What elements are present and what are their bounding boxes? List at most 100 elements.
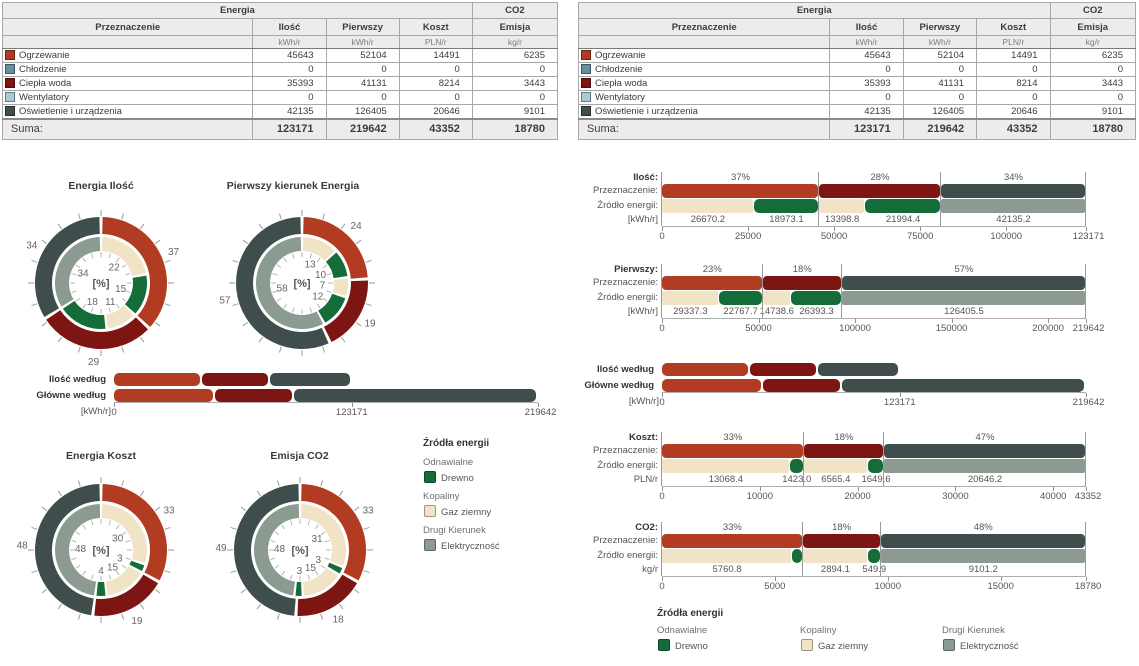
zrodlo-value-label: 20646.2: [967, 474, 1003, 485]
legend-category-drugi-kierunek: Drugi Kierunek: [423, 525, 486, 536]
chart-name-label: Ilość:: [633, 172, 658, 183]
zrodlo-segment: [865, 199, 940, 213]
value-cell: 35393: [252, 76, 327, 91]
inner-tick: [71, 557, 77, 561]
inner-tick: [121, 564, 127, 569]
axis-label: 219642: [1072, 397, 1105, 408]
stacked-chart-ilosc: Ilość: 37% 28% 34% Przeznaczenie: Źródło ener…: [580, 172, 1104, 242]
bar-segment: [202, 373, 269, 386]
axis-label: 43352: [1074, 491, 1102, 502]
table-row: Wentylatory 0 0 0 0: [577, 90, 1136, 105]
inner-tick: [326, 290, 332, 294]
axis-unit-label: [kWh/r]: [80, 406, 111, 417]
zrodlo-value-label: 22767.7: [723, 306, 758, 317]
legend-category-odnawialne: Odnawialne: [423, 457, 474, 468]
inner-tick: [314, 570, 319, 576]
zrodlo-value-label: 14738.6: [759, 306, 794, 317]
percent-label: 48%: [973, 522, 993, 533]
przeznaczenie-segment: [762, 276, 841, 290]
inner-tick: [309, 307, 313, 313]
inner-tick: [272, 272, 278, 276]
zrodlo-value-label: 126405.5: [944, 306, 984, 317]
segment-value-label: 15: [115, 284, 127, 295]
axis-tick: [1000, 577, 1002, 581]
ciep-a-woda-swatch: [581, 78, 591, 88]
percent-label: 23%: [702, 264, 722, 275]
row-label-cell: Oświetlenie i urządzenia: [577, 104, 831, 120]
inner-tick: [125, 290, 131, 294]
column-header: Koszt: [398, 18, 473, 36]
legend-energy-sources-bottom: Źródła energii Odnawialne Drewno Kopalin…: [657, 608, 1127, 658]
donut-segment: [303, 217, 368, 279]
outer-tick: [154, 588, 161, 594]
zrodlo-value-label: 2894.1: [820, 564, 850, 575]
axis-tick: [1086, 577, 1087, 581]
outer-tick: [31, 526, 38, 530]
zrodlo-energii-bar: [662, 291, 1086, 305]
row-label-cell: Ciepła woda: [1, 76, 254, 91]
axis-tick: [774, 577, 776, 581]
spacer: [580, 226, 660, 242]
zrodlo-value-label: 29337.3: [673, 306, 708, 317]
inner-tick: [90, 253, 94, 259]
axis-tick: [759, 487, 761, 491]
inner-tick: [125, 272, 131, 276]
column-unit: kWh/r: [252, 35, 327, 49]
zrodlo-value-label: 13398.8: [825, 214, 860, 225]
value-cell: 0: [471, 90, 559, 105]
donut-title-energia-ilosc: Energia Ilość: [68, 180, 134, 192]
row-label: Chłodzenie: [19, 64, 67, 75]
column-unit: kWh/r: [325, 35, 400, 49]
outer-tick: [365, 259, 372, 263]
donut-segment: [129, 560, 145, 572]
row-label-ilosc-wedlug: Ilość według: [596, 364, 654, 375]
bar-segment: [841, 379, 1084, 392]
axis-label: 50000: [745, 323, 772, 334]
zrodlo-segment: [867, 459, 884, 473]
value-cell: 14491: [976, 48, 1051, 63]
axis-label: 15000: [987, 581, 1014, 592]
donut-segment: [332, 278, 349, 296]
inner-tick: [270, 557, 276, 561]
bar-track-ilosc: [114, 373, 538, 386]
axis-unit-label: [kWh/r]: [627, 214, 658, 225]
energy-data-table: Energia CO2 Przeznaczenie Ilość Pierwszy Kosz…: [1, 2, 559, 140]
value-cell: 0: [1049, 62, 1136, 77]
inner-tick: [281, 524, 286, 530]
spacer: [580, 318, 660, 334]
percent-row: 33% 18% 47%: [662, 432, 1086, 444]
value-cell: 0: [325, 90, 400, 105]
header-co2: CO2: [471, 2, 559, 19]
drewno-swatch: [658, 639, 670, 651]
value-cell: 6235: [471, 48, 559, 63]
inner-tick: [307, 574, 311, 580]
legend-title: Źródła energii: [657, 608, 724, 619]
zrodlo-segment: [880, 549, 1085, 563]
table-row: Oświetlenie i urządzenia 42135 126405 20646…: [577, 104, 1136, 120]
zrodlo-value-label: 1423.0: [782, 474, 812, 485]
segment-value-label: 24: [351, 221, 363, 232]
zrodlo-segment: [868, 549, 880, 563]
segment-value-label: 19: [131, 616, 143, 627]
segment-value-label: 10: [315, 270, 327, 281]
inner-tick: [75, 564, 81, 569]
przeznaczenie-segment: [662, 534, 802, 548]
przeznaczenie-segment: [662, 444, 803, 458]
donut-segment: [302, 567, 339, 596]
przeznaczenie-segment: [940, 184, 1085, 198]
table-suma-row: Suma: 123171 219642 43352 18780: [577, 118, 1136, 140]
column-unit: PLN/r: [398, 35, 473, 49]
ch-odzenie-swatch: [5, 64, 15, 74]
zrodlo-value-label: 42135.2: [996, 214, 1031, 225]
gaz-ziemny-swatch: [424, 505, 436, 517]
axis-unit-label: PLN/r: [633, 474, 658, 485]
donut-segment: [318, 293, 346, 323]
axis-tick: [951, 319, 953, 323]
axis-label: 50000: [820, 231, 848, 242]
value-cell: 52104: [902, 48, 978, 63]
bar-chart-wedlug-left: Ilość według Główne według [kWh/r] 0 123171 2…: [8, 373, 556, 418]
outer-tick: [258, 336, 264, 343]
outer-tick: [338, 490, 344, 497]
inner-tick: [281, 570, 286, 576]
axis-label: 40000: [1039, 491, 1067, 502]
